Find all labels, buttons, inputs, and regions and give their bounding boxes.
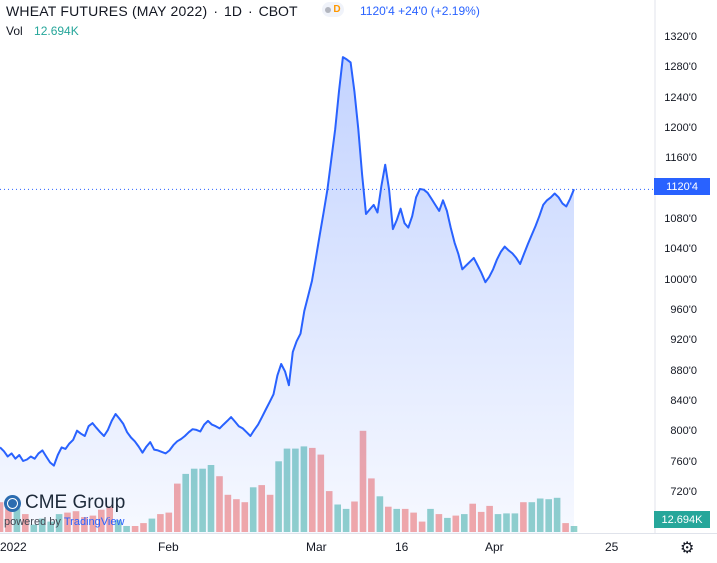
status-dot-icon	[325, 6, 332, 13]
change-value: +24'0	[398, 4, 428, 18]
price-tick-label: 1040'0	[664, 243, 697, 256]
interval-label[interactable]: 1D	[224, 3, 242, 19]
quote-info: 1120'4 +24'0 (+2.19%)	[360, 4, 480, 18]
price-tick-label: 1160'0	[665, 152, 697, 165]
settings-gear-icon[interactable]: ⚙	[680, 540, 695, 557]
time-tick-label: 25	[605, 540, 619, 554]
volume-legend: Vol 12.694K	[6, 24, 79, 38]
powered-prefix: powered by	[4, 516, 61, 528]
price-tick-label: 720'0	[670, 485, 697, 498]
price-tick-label: 1080'0	[664, 213, 697, 226]
chart-header: WHEAT FUTURES (MAY 2022) · 1D · CBOT	[6, 3, 298, 19]
price-area	[0, 57, 574, 533]
change-percent: (+2.19%)	[430, 4, 480, 18]
price-tick-label: 1240'0	[664, 91, 697, 104]
price-tick-label: 840'0	[670, 394, 697, 407]
time-tick-label: Mar	[306, 540, 327, 554]
cme-branding[interactable]: CME Group powered by TradingView	[4, 492, 125, 528]
brand-name: CME Group	[25, 492, 126, 513]
delayed-data-badge[interactable]: D	[322, 2, 344, 17]
powered-by-line: powered by TradingView	[4, 516, 125, 528]
symbol-title[interactable]: WHEAT FUTURES (MAY 2022)	[6, 3, 208, 19]
price-tick-label: 880'0	[670, 364, 697, 377]
delayed-letter: D	[333, 4, 341, 15]
volume-label[interactable]: Vol	[6, 24, 23, 38]
last-price-tag: 1120'4	[654, 178, 710, 195]
price-tick-label: 800'0	[670, 425, 697, 438]
volume-value: 12.694K	[34, 24, 79, 38]
exchange-label: CBOT	[258, 3, 298, 19]
price-tick-label: 920'0	[670, 334, 697, 347]
last-volume-tag: 12.694K	[654, 511, 710, 528]
price-tick-label: 1320'0	[664, 31, 697, 44]
time-tick-label: 2022	[0, 540, 27, 554]
last-price-value: 1120'4	[360, 4, 395, 18]
price-tick-label: 760'0	[670, 455, 697, 468]
price-tick-label: 1200'0	[664, 122, 697, 135]
price-line	[0, 56, 575, 467]
time-tick-label: Feb	[158, 540, 179, 554]
price-tick-label: 960'0	[670, 303, 697, 316]
tradingview-link[interactable]: TradingView	[63, 516, 125, 528]
price-tick-label: 1000'0	[664, 273, 697, 286]
time-tick-label: 16	[395, 540, 409, 554]
cme-globe-icon	[4, 494, 21, 512]
time-tick-label: Apr	[485, 540, 504, 554]
price-tick-label: 1280'0	[664, 61, 697, 74]
